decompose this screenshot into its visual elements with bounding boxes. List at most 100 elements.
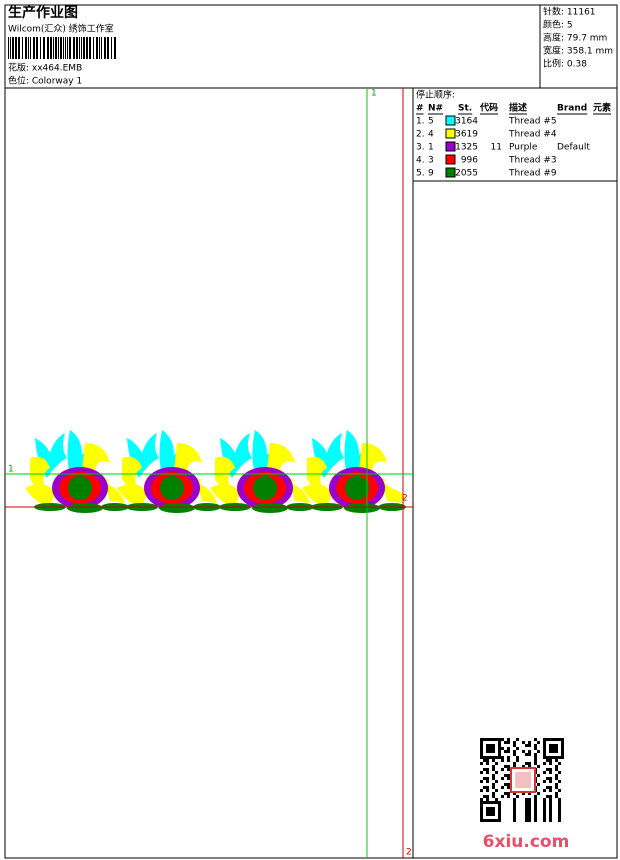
bar-stripe	[22, 37, 23, 59]
qr-cell	[543, 756, 546, 759]
column-header: St.	[458, 104, 472, 114]
qr-cell	[480, 771, 483, 774]
qr-cell	[486, 762, 489, 765]
qr-cell	[492, 786, 495, 789]
qr-cell	[501, 795, 504, 798]
qr-cell	[486, 795, 489, 798]
qr-cell	[486, 789, 489, 792]
qr-cell	[555, 747, 558, 750]
qr-cell	[486, 756, 489, 759]
qr-cell	[516, 795, 519, 798]
qr-cell	[555, 774, 558, 777]
qr-cell	[522, 750, 525, 753]
qr-cell	[504, 783, 507, 786]
row-needle: 1	[428, 143, 434, 153]
color-swatch	[445, 167, 456, 178]
qr-cell	[486, 768, 489, 771]
qr-cell	[498, 753, 501, 756]
color-swatch	[445, 141, 456, 152]
qr-cell	[501, 756, 504, 759]
qr-cell	[546, 759, 549, 762]
bar-stripe	[58, 37, 59, 59]
qr-cell	[513, 804, 516, 807]
qr-cell	[480, 801, 483, 804]
qr-cell	[534, 756, 537, 759]
bar-stripe	[18, 37, 20, 59]
qr-cell	[543, 816, 546, 819]
qr-cell	[486, 786, 489, 789]
qr-cell	[513, 798, 516, 801]
qr-cell	[549, 762, 552, 765]
qr-cell	[480, 810, 483, 813]
qr-cell	[543, 753, 546, 756]
qr-cell	[555, 756, 558, 759]
qr-cell	[507, 777, 510, 780]
qr-cell	[543, 744, 546, 747]
qr-cell	[492, 765, 495, 768]
qr-cell	[543, 804, 546, 807]
qr-cell	[534, 813, 537, 816]
qr-cell	[537, 741, 540, 744]
qr-cell	[534, 753, 537, 756]
qr-cell	[558, 771, 561, 774]
qr-cell	[549, 744, 552, 747]
bar-stripe	[107, 37, 109, 59]
qr-cell	[534, 819, 537, 822]
qr-cell	[528, 813, 531, 816]
qr-cell	[534, 804, 537, 807]
qr-cell	[504, 765, 507, 768]
qr-cell	[513, 810, 516, 813]
qr-cell	[495, 771, 498, 774]
qr-cell	[525, 807, 528, 810]
qr-cell	[486, 771, 489, 774]
row-needle: 9	[428, 169, 434, 179]
barcode	[8, 37, 116, 59]
qr-cell	[546, 795, 549, 798]
bar-stripe	[73, 37, 75, 59]
qr-cell	[534, 810, 537, 813]
qr-cell	[498, 750, 501, 753]
qr-cell	[498, 756, 501, 759]
qr-cell	[495, 789, 498, 792]
qr-cell	[549, 804, 552, 807]
qr-cell	[489, 744, 492, 747]
qr-cell	[507, 792, 510, 795]
qr-cell	[534, 798, 537, 801]
qr-cell	[492, 807, 495, 810]
qr-cell	[507, 741, 510, 744]
qr-cell	[480, 738, 483, 741]
qr-cell	[555, 738, 558, 741]
qr-cell	[549, 807, 552, 810]
bar-stripe	[96, 37, 98, 59]
qr-cell	[552, 747, 555, 750]
qr-cell	[486, 798, 489, 801]
qr-cell	[480, 750, 483, 753]
start-label-h: 1	[8, 465, 14, 475]
column-header: N#	[428, 104, 443, 114]
qr-cell	[555, 795, 558, 798]
qr-cell	[561, 741, 564, 744]
qr-cell	[495, 738, 498, 741]
qr-cell	[504, 750, 507, 753]
row-description: Thread #9	[508, 169, 557, 179]
qr-cell	[513, 807, 516, 810]
qr-cell	[558, 807, 561, 810]
bar-stripe	[93, 37, 94, 59]
qr-cell	[537, 783, 540, 786]
qr-cell	[558, 816, 561, 819]
qr-cell	[492, 792, 495, 795]
qr-cell	[513, 813, 516, 816]
qr-cell	[492, 819, 495, 822]
qr-cell	[549, 819, 552, 822]
qr-cell	[480, 816, 483, 819]
bar-stripe	[47, 37, 49, 59]
bar-stripe	[28, 37, 29, 59]
qr-cell	[498, 816, 501, 819]
qr-cell	[555, 783, 558, 786]
bar-stripe	[53, 37, 54, 59]
qr-cell	[507, 768, 510, 771]
stat: 颜色: 5	[543, 19, 573, 31]
qr-cell	[549, 738, 552, 741]
qr-cell	[525, 744, 528, 747]
qr-cell	[543, 771, 546, 774]
